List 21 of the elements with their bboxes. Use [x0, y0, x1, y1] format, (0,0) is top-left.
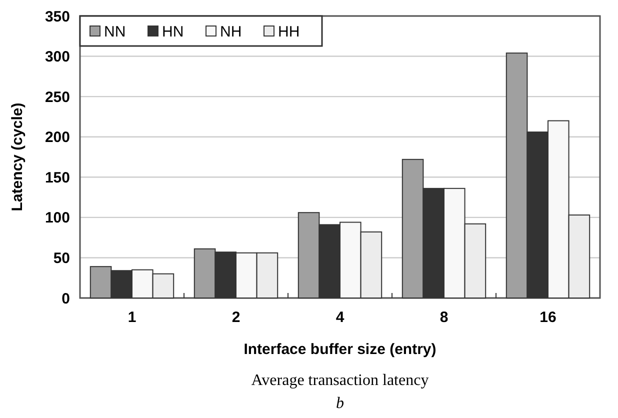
y-tick-label: 350: [44, 8, 70, 26]
x-tick-label: 4: [336, 309, 345, 326]
x-tick-label: 8: [440, 309, 448, 326]
y-tick-label: 200: [44, 129, 70, 146]
y-axis-title: Latency (cycle): [9, 102, 26, 212]
legend-label: NH: [220, 23, 242, 40]
x-tick-label: 1: [128, 309, 136, 326]
legend-label: NN: [104, 23, 126, 40]
y-tick-label: 100: [44, 210, 70, 227]
y-tick-label: 50: [53, 250, 70, 267]
x-axis-title: Interface buffer size (entry): [244, 341, 436, 358]
y-tick-label: 0: [62, 290, 70, 308]
x-tick-label: 16: [540, 309, 556, 326]
legend-label: HN: [162, 23, 184, 40]
legend-label: HH: [278, 23, 300, 40]
x-tick-label: 2: [232, 309, 240, 326]
text: Average transaction latency: [251, 372, 429, 389]
text: b: [336, 395, 344, 412]
y-tick-label: 250: [44, 88, 70, 106]
y-tick-label: 150: [44, 169, 70, 186]
y-tick-label: 300: [44, 48, 70, 66]
